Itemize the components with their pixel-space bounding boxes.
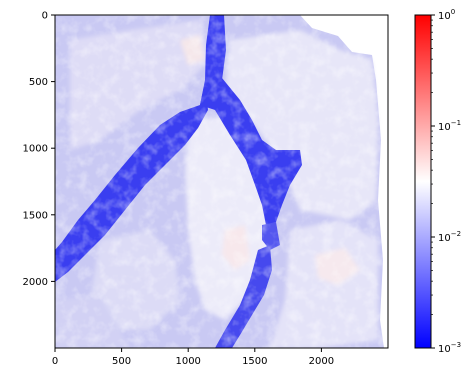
- x-tick-label: 0: [52, 356, 58, 367]
- y-axis-ticks: 0 500 1000 1500 2000: [23, 11, 55, 288]
- y-tick-label: 500: [29, 77, 48, 88]
- heatmap-image: [55, 15, 388, 348]
- colorbar-tick-label: 100: [438, 8, 455, 22]
- x-tick-label: 2000: [309, 356, 334, 367]
- y-tick-label: 1000: [23, 144, 48, 155]
- y-tick-label: 0: [42, 11, 48, 22]
- y-tick-label: 2000: [23, 277, 48, 288]
- colorbar-gradient: [414, 14, 432, 349]
- colorbar-tick-label: 10−1: [438, 119, 461, 133]
- colorbar-ticks: 10−3 10−2 10−1 100: [431, 8, 461, 355]
- colorbar-tick-label: 10−3: [438, 341, 461, 355]
- x-tick-label: 1000: [175, 356, 200, 367]
- colorbar: 10−3 10−2 10−1 100: [414, 8, 461, 355]
- colorbar-tick-label: 10−2: [438, 230, 461, 244]
- x-tick-label: 500: [112, 356, 131, 367]
- x-axis-ticks: 0 500 1000 1500 2000: [52, 348, 334, 367]
- axes-frame: [54, 14, 389, 349]
- y-tick-label: 1500: [23, 210, 48, 221]
- x-tick-label: 1500: [242, 356, 267, 367]
- texture-overlay: [55, 15, 388, 348]
